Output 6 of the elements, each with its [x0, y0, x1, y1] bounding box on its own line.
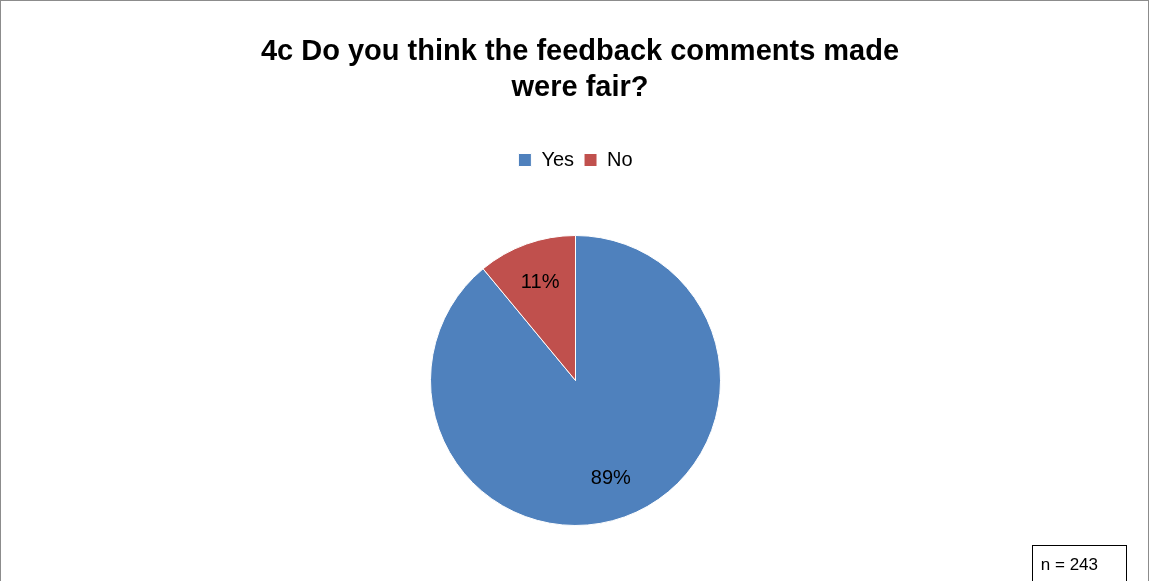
chart-title: 4c Do you think the feedback comments made were fair?	[259, 33, 901, 104]
data-label: 11%	[520, 269, 560, 292]
data-label: 89%	[590, 466, 632, 489]
legend-label: Yes	[541, 147, 575, 170]
text: n = 243	[1031, 545, 1127, 581]
legend-label: No	[607, 147, 633, 170]
